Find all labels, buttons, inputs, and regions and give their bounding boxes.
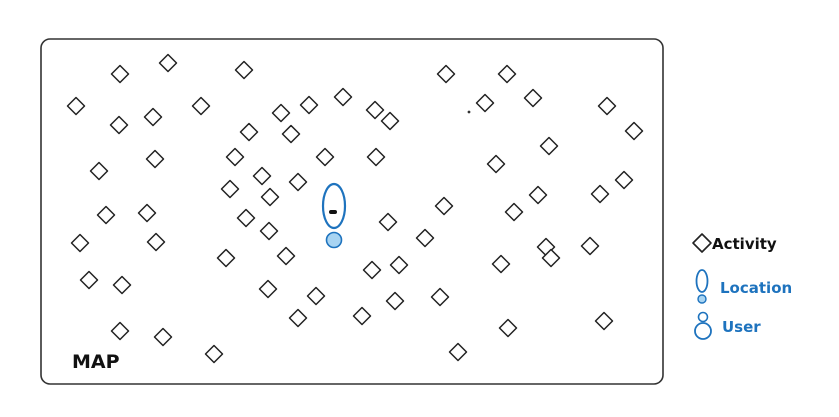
map-frame	[40, 38, 664, 385]
activity-diamond-icon	[158, 53, 178, 73]
activity-diamond-icon	[580, 236, 600, 256]
activity-diamond-icon	[365, 100, 385, 120]
location-pin-icon	[321, 182, 347, 230]
activity-diamond-icon	[89, 161, 109, 181]
activity-diamond-icon	[385, 291, 405, 311]
activity-diamond-icon	[299, 95, 319, 115]
activity-diamond-icon	[288, 172, 308, 192]
activity-diamond-icon	[614, 170, 634, 190]
activity-diamond-icon	[112, 275, 132, 295]
activity-diamond-icon	[504, 202, 524, 222]
activity-diamond-icon	[96, 205, 116, 225]
activity-diamond-icon	[66, 96, 86, 116]
activity-diamond-icon	[216, 248, 236, 268]
legend-activity-label: Activity	[712, 235, 777, 253]
activity-diamond-icon	[448, 342, 468, 362]
map-dot	[467, 110, 471, 114]
activity-diamond-icon	[276, 246, 296, 266]
legend-item-location: Location	[695, 269, 792, 304]
activity-diamond-icon	[498, 318, 518, 338]
legend-location-label: Location	[720, 279, 792, 297]
activity-diamond-icon	[204, 344, 224, 364]
activity-diamond-icon	[153, 327, 173, 347]
activity-diamond-icon	[225, 147, 245, 167]
activity-diamond-icon	[491, 254, 511, 274]
activity-diamond-icon	[145, 149, 165, 169]
activity-diamond-icon	[486, 154, 506, 174]
activity-diamond-icon	[366, 147, 386, 167]
activity-diamond-icon	[523, 88, 543, 108]
activity-diamond-icon	[137, 203, 157, 223]
activity-diamond-icon	[234, 60, 254, 80]
activity-diamond-icon	[378, 212, 398, 232]
activity-diamond-icon	[528, 185, 548, 205]
legend: Activity Location User	[692, 233, 792, 340]
activity-diamond-icon	[288, 308, 308, 328]
activity-diamond-icon	[389, 255, 409, 275]
activity-diamond-icon	[220, 179, 240, 199]
activity-diamond-icon	[258, 279, 278, 299]
activity-diamond-icon	[260, 187, 280, 207]
activity-markers	[66, 53, 644, 364]
activity-diamond-icon	[597, 96, 617, 116]
activity-diamond-icon	[110, 321, 130, 341]
activity-diamond-icon	[541, 248, 561, 268]
activity-diamond-icon	[239, 122, 259, 142]
activity-diamond-icon	[415, 228, 435, 248]
location-pin-icon	[695, 269, 709, 304]
activity-diamond-icon	[70, 233, 90, 253]
activity-diamond-icon	[590, 184, 610, 204]
activity-diamond-icon	[143, 107, 163, 127]
activity-diamond-icon	[109, 115, 129, 135]
activity-diamond-icon	[306, 286, 326, 306]
activity-diamond-icon	[539, 136, 559, 156]
legend-user-label: User	[722, 318, 761, 336]
activity-diamond-icon	[380, 111, 400, 131]
activity-diamond-icon	[110, 64, 130, 84]
activity-diamond-icon	[434, 196, 454, 216]
activity-diamond-icon	[252, 166, 272, 186]
activity-diamond-icon	[333, 87, 353, 107]
activity-diamond-icon	[271, 103, 291, 123]
activity-diamond-icon	[497, 64, 517, 84]
activity-diamond-icon	[79, 270, 99, 290]
activity-diamond-icon	[315, 147, 335, 167]
activity-diamond-icon	[352, 306, 372, 326]
user-icon	[325, 231, 343, 249]
user-icon	[694, 311, 712, 340]
activity-diamond-icon	[191, 96, 211, 116]
legend-item-user: User	[694, 311, 761, 340]
activity-diamond-icon	[475, 93, 495, 113]
activity-diamond-icon	[594, 311, 614, 331]
activity-diamond-icon	[624, 121, 644, 141]
activity-diamond-icon	[236, 208, 256, 228]
activity-diamond-icon	[146, 232, 166, 252]
activity-diamond-icon	[436, 64, 456, 84]
activity-diamond-icon	[259, 221, 279, 241]
legend-item-activity: Activity	[692, 233, 777, 253]
activity-diamond-icon	[430, 287, 450, 307]
activity-diamond-icon	[362, 260, 382, 280]
map-title: MAP	[72, 351, 120, 373]
diamond-icon	[692, 233, 712, 253]
activity-diamond-icon	[281, 124, 301, 144]
